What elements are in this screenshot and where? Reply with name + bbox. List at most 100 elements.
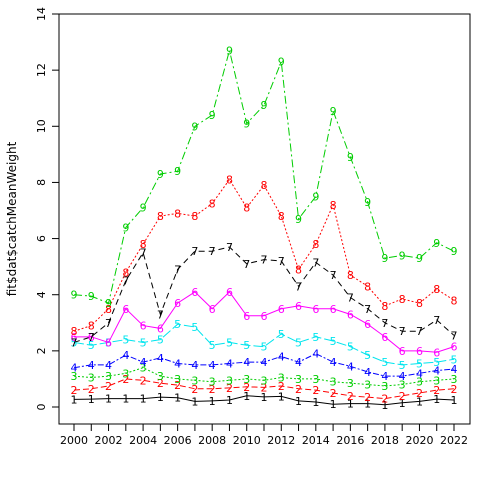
point-label-8: 8 (312, 238, 319, 251)
point-label-7: 7 (312, 256, 319, 269)
point-label-9: 9 (433, 237, 440, 250)
point-label-9: 9 (416, 252, 423, 265)
point-label-5: 5 (451, 353, 458, 366)
x-tick-label: 2002 (95, 434, 123, 447)
point-label-2: 2 (451, 383, 458, 396)
point-label-8: 8 (416, 297, 423, 310)
point-label-5: 5 (278, 328, 285, 341)
y-tick-label: 8 (35, 179, 48, 186)
point-label-6: 6 (191, 286, 198, 299)
point-label-7: 7 (174, 263, 181, 276)
y-tick-label: 4 (35, 291, 48, 298)
point-label-7: 7 (140, 247, 147, 260)
y-tick-label: 12 (35, 63, 48, 77)
y-axis-label: fit$dat$catchMeanWeight (5, 141, 19, 296)
point-label-6: 6 (312, 303, 319, 316)
point-label-2: 2 (209, 383, 216, 396)
point-label-6: 6 (295, 300, 302, 313)
series-line-4 (73, 353, 455, 377)
point-label-1: 1 (140, 393, 147, 406)
point-label-3: 3 (243, 373, 250, 386)
point-label-3: 3 (295, 373, 302, 386)
point-label-3: 3 (278, 372, 285, 385)
point-label-3: 3 (191, 374, 198, 387)
point-label-9: 9 (243, 117, 250, 130)
point-label-9: 9 (364, 196, 371, 209)
point-label-1: 1 (122, 393, 129, 406)
point-label-2: 2 (88, 383, 95, 396)
point-label-5: 5 (174, 318, 181, 331)
point-label-5: 5 (347, 341, 354, 354)
point-label-6: 6 (416, 345, 423, 358)
point-label-6: 6 (433, 346, 440, 359)
point-label-6: 6 (278, 303, 285, 316)
point-label-2: 2 (295, 383, 302, 396)
point-label-8: 8 (261, 179, 268, 192)
point-label-6: 6 (399, 345, 406, 358)
series-line-9 (73, 50, 455, 304)
point-label-7: 7 (157, 308, 164, 321)
point-label-8: 8 (451, 294, 458, 307)
point-label-3: 3 (174, 373, 181, 386)
point-label-9: 9 (122, 221, 129, 234)
point-label-4: 4 (157, 352, 164, 365)
point-label-8: 8 (433, 283, 440, 296)
point-label-9: 9 (312, 190, 319, 203)
point-label-8: 8 (243, 202, 250, 215)
point-label-2: 2 (226, 382, 233, 395)
point-label-3: 3 (105, 370, 112, 383)
point-label-7: 7 (278, 255, 285, 268)
x-tick-label: 2022 (440, 434, 468, 447)
point-label-3: 3 (364, 379, 371, 392)
point-label-1: 1 (105, 393, 112, 406)
point-label-1: 1 (209, 395, 216, 408)
point-label-2: 2 (174, 379, 181, 392)
point-label-4: 4 (71, 362, 78, 375)
x-tick-label: 2018 (371, 434, 399, 447)
x-tick-label: 2006 (164, 434, 192, 447)
point-label-7: 7 (105, 317, 112, 330)
point-label-6: 6 (451, 341, 458, 354)
point-label-8: 8 (105, 303, 112, 316)
point-label-7: 7 (295, 280, 302, 293)
y-tick-label: 2 (35, 347, 48, 354)
point-label-1: 1 (364, 398, 371, 411)
point-label-7: 7 (71, 336, 78, 349)
point-label-4: 4 (433, 365, 440, 378)
point-label-2: 2 (312, 384, 319, 397)
point-label-6: 6 (174, 297, 181, 310)
series-line-5 (73, 323, 455, 366)
point-label-9: 9 (278, 56, 285, 69)
point-label-2: 2 (191, 383, 198, 396)
point-label-4: 4 (312, 348, 319, 361)
point-label-1: 1 (261, 391, 268, 404)
point-label-6: 6 (330, 303, 337, 316)
point-label-9: 9 (381, 252, 388, 265)
point-label-4: 4 (209, 359, 216, 372)
point-label-7: 7 (451, 329, 458, 342)
point-label-5: 5 (122, 334, 129, 347)
point-label-1: 1 (416, 395, 423, 408)
point-label-8: 8 (347, 269, 354, 282)
point-label-6: 6 (364, 318, 371, 331)
point-label-1: 1 (381, 399, 388, 412)
point-label-8: 8 (174, 207, 181, 220)
point-label-4: 4 (243, 356, 250, 369)
point-label-9: 9 (399, 249, 406, 262)
point-label-8: 8 (71, 325, 78, 338)
point-label-9: 9 (330, 105, 337, 118)
point-label-7: 7 (122, 275, 129, 288)
point-label-8: 8 (88, 320, 95, 333)
x-tick-label: 2014 (302, 434, 330, 447)
series-line-6 (74, 291, 455, 353)
point-label-2: 2 (122, 373, 129, 386)
point-label-4: 4 (381, 370, 388, 383)
point-label-7: 7 (347, 292, 354, 305)
point-label-2: 2 (416, 387, 423, 400)
point-label-8: 8 (157, 210, 164, 223)
point-label-4: 4 (140, 356, 147, 369)
point-label-5: 5 (243, 339, 250, 352)
point-label-4: 4 (105, 359, 112, 372)
point-label-9: 9 (226, 44, 233, 57)
point-label-5: 5 (157, 334, 164, 347)
